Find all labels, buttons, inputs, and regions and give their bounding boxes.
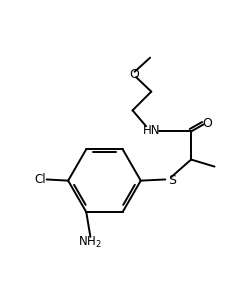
Text: Cl: Cl xyxy=(34,173,46,186)
Text: S: S xyxy=(168,174,176,187)
Text: O: O xyxy=(129,68,139,81)
Text: HN: HN xyxy=(142,124,160,137)
Text: O: O xyxy=(203,117,212,130)
Text: NH$_2$: NH$_2$ xyxy=(78,235,102,250)
